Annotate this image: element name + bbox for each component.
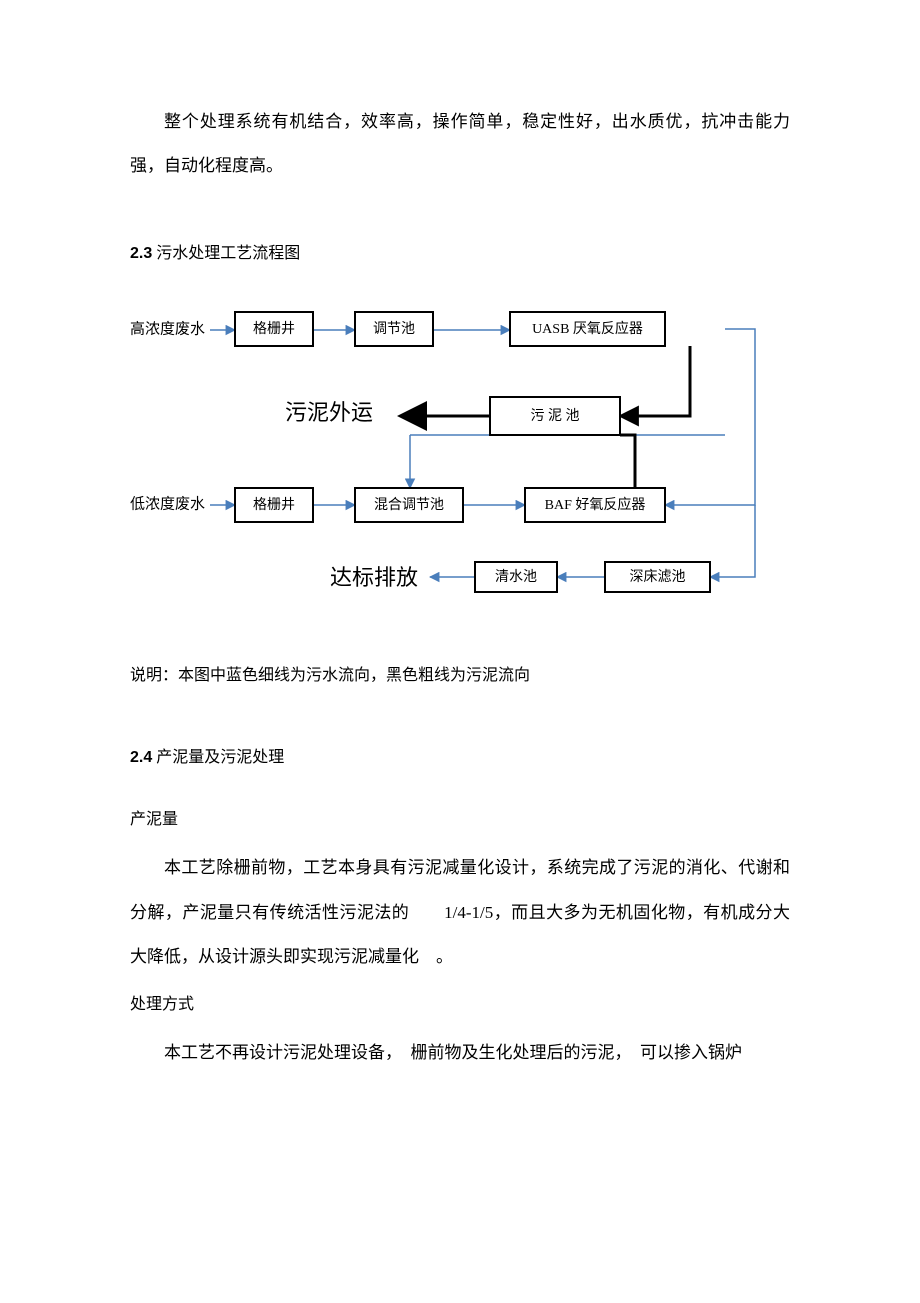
flow-box-label-adjust: 调节池 bbox=[373, 322, 415, 338]
flow-box-label-deep: 深床滤池 bbox=[630, 570, 686, 586]
flow-box-label-mix: 混合调节池 bbox=[374, 498, 444, 514]
section-2-3-heading: 2.3 污水处理工艺流程图 bbox=[130, 238, 790, 270]
section-2-4-number: 2.4 bbox=[130, 749, 152, 766]
flow-label-export_label: 污泥外运 bbox=[285, 400, 373, 425]
paragraph-sludge-amount: 本工艺除栅前物，工艺本身具有污泥减量化设计，系统完成了污泥的消化、代谢和分解，产… bbox=[130, 846, 790, 979]
subheading-sludge-amount: 产泥量 bbox=[130, 804, 790, 836]
flow-label-low_label: 低浓度废水 bbox=[130, 496, 205, 513]
flowchart-svg: 格栅井调节池UASB 厌氧反应器污 泥 池格栅井混合调节池BAF 好氧反应器深床… bbox=[130, 300, 790, 620]
flow-box-label-sludge: 污 泥 池 bbox=[531, 409, 580, 425]
section-2-3-number: 2.3 bbox=[130, 245, 152, 262]
flowchart: 格栅井调节池UASB 厌氧反应器污 泥 池格栅井混合调节池BAF 好氧反应器深床… bbox=[130, 300, 790, 620]
flow-arrow-black-0 bbox=[620, 346, 690, 416]
flow-arrow-blue-8 bbox=[710, 505, 755, 577]
intro-paragraph: 整个处理系统有机结合，效率高，操作简单，稳定性好，出水质优，抗冲击能力强，自动化… bbox=[130, 100, 790, 188]
section-2-4-title: 产泥量及污泥处理 bbox=[152, 749, 284, 766]
flow-box-label-uasb: UASB 厌氧反应器 bbox=[532, 321, 643, 338]
flow-box-label-grid2: 格栅井 bbox=[253, 498, 295, 514]
flow-label-discharge: 达标排放 bbox=[330, 565, 418, 590]
section-2-4-heading: 2.4 产泥量及污泥处理 bbox=[130, 742, 790, 774]
paragraph-treatment: 本工艺不再设计污泥处理设备， 栅前物及生化处理后的污泥， 可以掺入锅炉 bbox=[130, 1031, 790, 1075]
flow-label-high_label: 高浓度废水 bbox=[130, 321, 205, 338]
section-2-3-title: 污水处理工艺流程图 bbox=[152, 245, 300, 262]
flow-arrow-black-1 bbox=[620, 435, 635, 488]
document-page: 整个处理系统有机结合，效率高，操作简单，稳定性好，出水质优，抗冲击能力强，自动化… bbox=[0, 0, 920, 1145]
flow-box-label-clear: 清水池 bbox=[495, 570, 537, 586]
diagram-note: 说明：本图中蓝色细线为污水流向，黑色粗线为污泥流向 bbox=[130, 660, 790, 692]
flow-box-label-grid1: 格栅井 bbox=[253, 322, 295, 338]
subheading-treatment: 处理方式 bbox=[130, 989, 790, 1021]
flow-box-label-baf: BAF 好氧反应器 bbox=[545, 497, 646, 514]
